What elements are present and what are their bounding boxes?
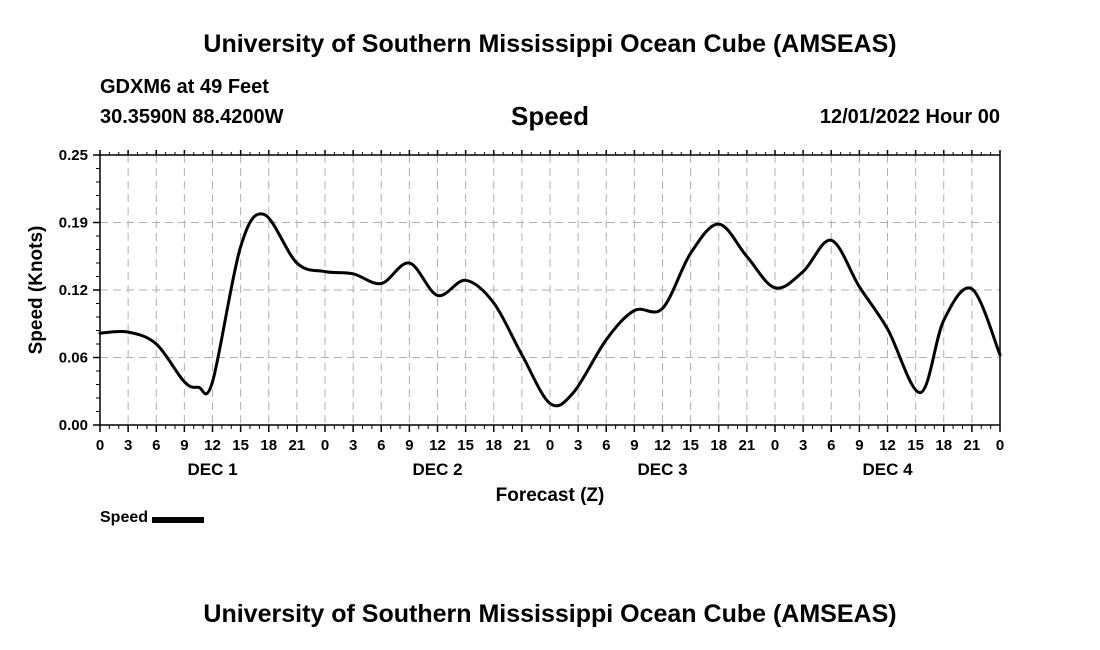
y-tick-label: 0.00 bbox=[59, 417, 88, 434]
x-tick-label: 0 bbox=[321, 437, 329, 454]
x-axis-title: Forecast (Z) bbox=[496, 485, 605, 506]
x-tick-label: 9 bbox=[630, 437, 638, 454]
legend-line-swatch bbox=[152, 516, 205, 523]
x-tick-label: 3 bbox=[124, 437, 132, 454]
tick-layer bbox=[93, 150, 1001, 432]
x-tick-label: 3 bbox=[799, 437, 807, 454]
y-tick-label: 0.12 bbox=[59, 282, 88, 299]
run-time-label: 12/01/2022 Hour 00 bbox=[819, 106, 1000, 128]
coordinates-label: 30.3590N 88.4200W bbox=[100, 106, 284, 128]
day-label: DEC 1 bbox=[187, 460, 237, 479]
x-tick-label: 18 bbox=[485, 437, 502, 454]
x-tick-label: 9 bbox=[180, 437, 188, 454]
day-label: DEC 3 bbox=[637, 460, 687, 479]
x-tick-label: 21 bbox=[964, 437, 981, 454]
x-tick-label: 18 bbox=[710, 437, 727, 454]
x-tick-label: 3 bbox=[574, 437, 582, 454]
x-tick-label: 0 bbox=[96, 437, 104, 454]
x-tick-label: 6 bbox=[377, 437, 385, 454]
x-tick-label: 21 bbox=[289, 437, 306, 454]
x-tick-label: 12 bbox=[204, 437, 221, 454]
x-tick-label: 18 bbox=[935, 437, 952, 454]
x-tick-label: 15 bbox=[907, 437, 924, 454]
legend: Speed bbox=[100, 509, 205, 527]
x-tick-label: 21 bbox=[739, 437, 756, 454]
grid-layer bbox=[100, 155, 1000, 425]
x-tick-label: 3 bbox=[349, 437, 357, 454]
x-tick-label: 9 bbox=[405, 437, 413, 454]
series-line-speed bbox=[98, 212, 1002, 408]
x-tick-label: 12 bbox=[879, 437, 896, 454]
x-tick-label: 6 bbox=[827, 437, 835, 454]
day-label: DEC 4 bbox=[862, 460, 913, 479]
axis-labels: 0 3 6 9 12 15 18 21 0 3 6 9 12 15 18 21 0 3 6 9 12 15 18 21 0 3 6 9… bbox=[59, 147, 1004, 479]
bottom-title: University of Southern Mississippi Ocean… bbox=[203, 600, 897, 628]
x-tick-label: 6 bbox=[152, 437, 160, 454]
chart-title: Speed bbox=[510, 101, 590, 131]
x-tick-label: 21 bbox=[514, 437, 531, 454]
x-tick-label: 15 bbox=[232, 437, 249, 454]
legend-label: Speed bbox=[100, 509, 149, 526]
x-tick-label: 0 bbox=[996, 437, 1004, 454]
x-tick-label: 15 bbox=[682, 437, 699, 454]
x-tick-label: 18 bbox=[260, 437, 277, 454]
y-tick-label: 0.06 bbox=[59, 350, 88, 367]
x-tick-label: 9 bbox=[855, 437, 863, 454]
y-tick-label: 0.25 bbox=[59, 147, 88, 164]
x-tick-label: 12 bbox=[654, 437, 671, 454]
y-tick-label: 0.19 bbox=[59, 215, 88, 232]
x-tick-label: 12 bbox=[429, 437, 446, 454]
y-axis-title: Speed (Knots) bbox=[26, 226, 47, 355]
x-tick-label: 0 bbox=[771, 437, 779, 454]
station-label: GDXM6 at 49 Feet bbox=[100, 76, 269, 98]
x-tick-label: 15 bbox=[457, 437, 474, 454]
day-label: DEC 2 bbox=[412, 460, 462, 479]
top-title: University of Southern Mississippi Ocean… bbox=[203, 30, 897, 58]
x-tick-label: 0 bbox=[546, 437, 554, 454]
x-tick-label: 6 bbox=[602, 437, 610, 454]
